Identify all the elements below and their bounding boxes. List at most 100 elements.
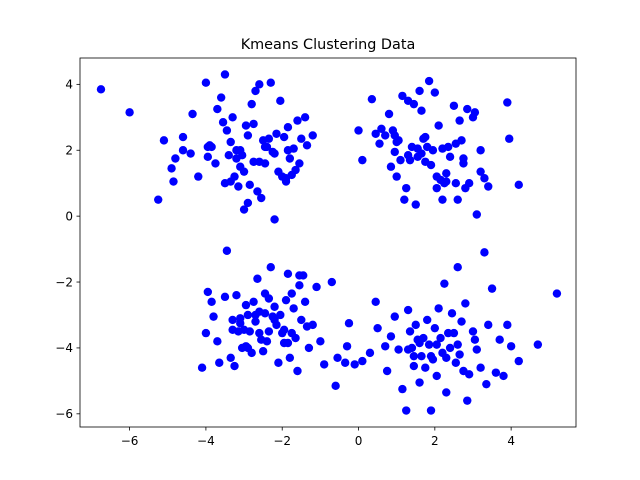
data-point: [125, 108, 134, 117]
data-point: [453, 195, 462, 204]
data-point: [247, 99, 256, 109]
data-point: [409, 99, 419, 109]
x-tick-label: 0: [355, 434, 363, 448]
data-point: [358, 155, 367, 165]
data-point: [243, 310, 253, 320]
data-point: [503, 98, 512, 107]
y-tick-label: 4: [65, 78, 73, 92]
data-point: [316, 337, 325, 346]
data-point: [319, 360, 329, 369]
data-point: [371, 129, 380, 138]
data-point: [417, 351, 426, 361]
data-point: [215, 358, 224, 367]
data-point: [432, 371, 441, 381]
data-point: [426, 160, 436, 170]
data-point: [415, 338, 424, 348]
data-point: [442, 388, 451, 397]
data-point: [159, 136, 169, 145]
data-point: [463, 396, 472, 405]
data-point: [308, 131, 317, 140]
data-point: [377, 124, 386, 134]
data-point: [154, 195, 163, 204]
data-point: [220, 179, 230, 188]
data-point: [394, 345, 403, 354]
data-point: [373, 323, 382, 333]
data-point: [417, 149, 426, 158]
data-point: [430, 323, 440, 333]
data-point: [243, 198, 253, 208]
data-point: [201, 328, 211, 338]
data-point: [409, 361, 419, 371]
data-point: [264, 294, 274, 303]
data-point: [264, 134, 274, 143]
data-point: [367, 94, 377, 104]
data-point: [390, 147, 399, 157]
data-point: [230, 361, 239, 371]
data-point: [169, 177, 178, 186]
chart-title: Kmeans Clustering Data: [241, 37, 416, 53]
data-point: [293, 116, 302, 125]
data-point: [424, 76, 434, 86]
data-point: [228, 325, 237, 335]
data-point: [226, 137, 235, 147]
axes-border: [79, 57, 577, 428]
data-point: [224, 150, 233, 160]
data-point: [300, 297, 310, 306]
data-point: [232, 291, 241, 300]
data-point: [484, 182, 493, 191]
axes-frame: [79, 57, 577, 428]
data-point: [262, 337, 272, 346]
data-point: [398, 91, 407, 101]
data-point: [340, 358, 350, 367]
data-point: [222, 126, 232, 135]
data-point: [426, 406, 436, 415]
data-point: [455, 116, 464, 125]
data-point: [402, 183, 411, 193]
data-point: [331, 381, 340, 391]
data-point: [255, 157, 264, 166]
data-point: [470, 108, 480, 117]
data-point: [358, 356, 367, 366]
data-point: [230, 172, 239, 181]
x-axis-ticks: −6 −4 −2 0 2 4: [121, 427, 515, 448]
data-point: [197, 363, 207, 372]
data-point: [382, 366, 392, 376]
data-point: [472, 210, 481, 219]
data-point: [476, 146, 485, 155]
y-tick-label: −2: [55, 275, 73, 289]
data-point: [228, 315, 237, 325]
data-point: [300, 113, 310, 122]
data-point: [222, 246, 232, 255]
data-point: [289, 304, 298, 313]
data-point: [249, 297, 258, 306]
data-point: [253, 187, 262, 196]
data-point: [272, 129, 281, 138]
data-point: [281, 295, 291, 305]
data-point: [220, 292, 230, 302]
data-point: [442, 353, 451, 363]
data-point: [417, 106, 426, 115]
data-point: [270, 215, 279, 224]
data-point: [442, 177, 451, 186]
data-point: [241, 300, 251, 310]
data-point: [464, 370, 474, 379]
data-point: [264, 327, 274, 336]
data-point: [266, 78, 275, 87]
data-point: [186, 149, 195, 158]
y-tick-label: −6: [55, 407, 73, 421]
data-point: [253, 274, 262, 283]
data-point: [207, 297, 216, 306]
data-point: [476, 363, 485, 372]
data-point: [312, 282, 321, 292]
data-point: [461, 299, 470, 308]
data-point: [438, 195, 447, 204]
data-point: [279, 338, 289, 348]
data-point: [428, 146, 438, 155]
data-point: [432, 340, 441, 349]
data-point: [421, 132, 430, 142]
data-point: [274, 358, 283, 367]
data-point: [260, 309, 270, 318]
data-point: [533, 340, 543, 349]
data-point: [423, 315, 432, 325]
